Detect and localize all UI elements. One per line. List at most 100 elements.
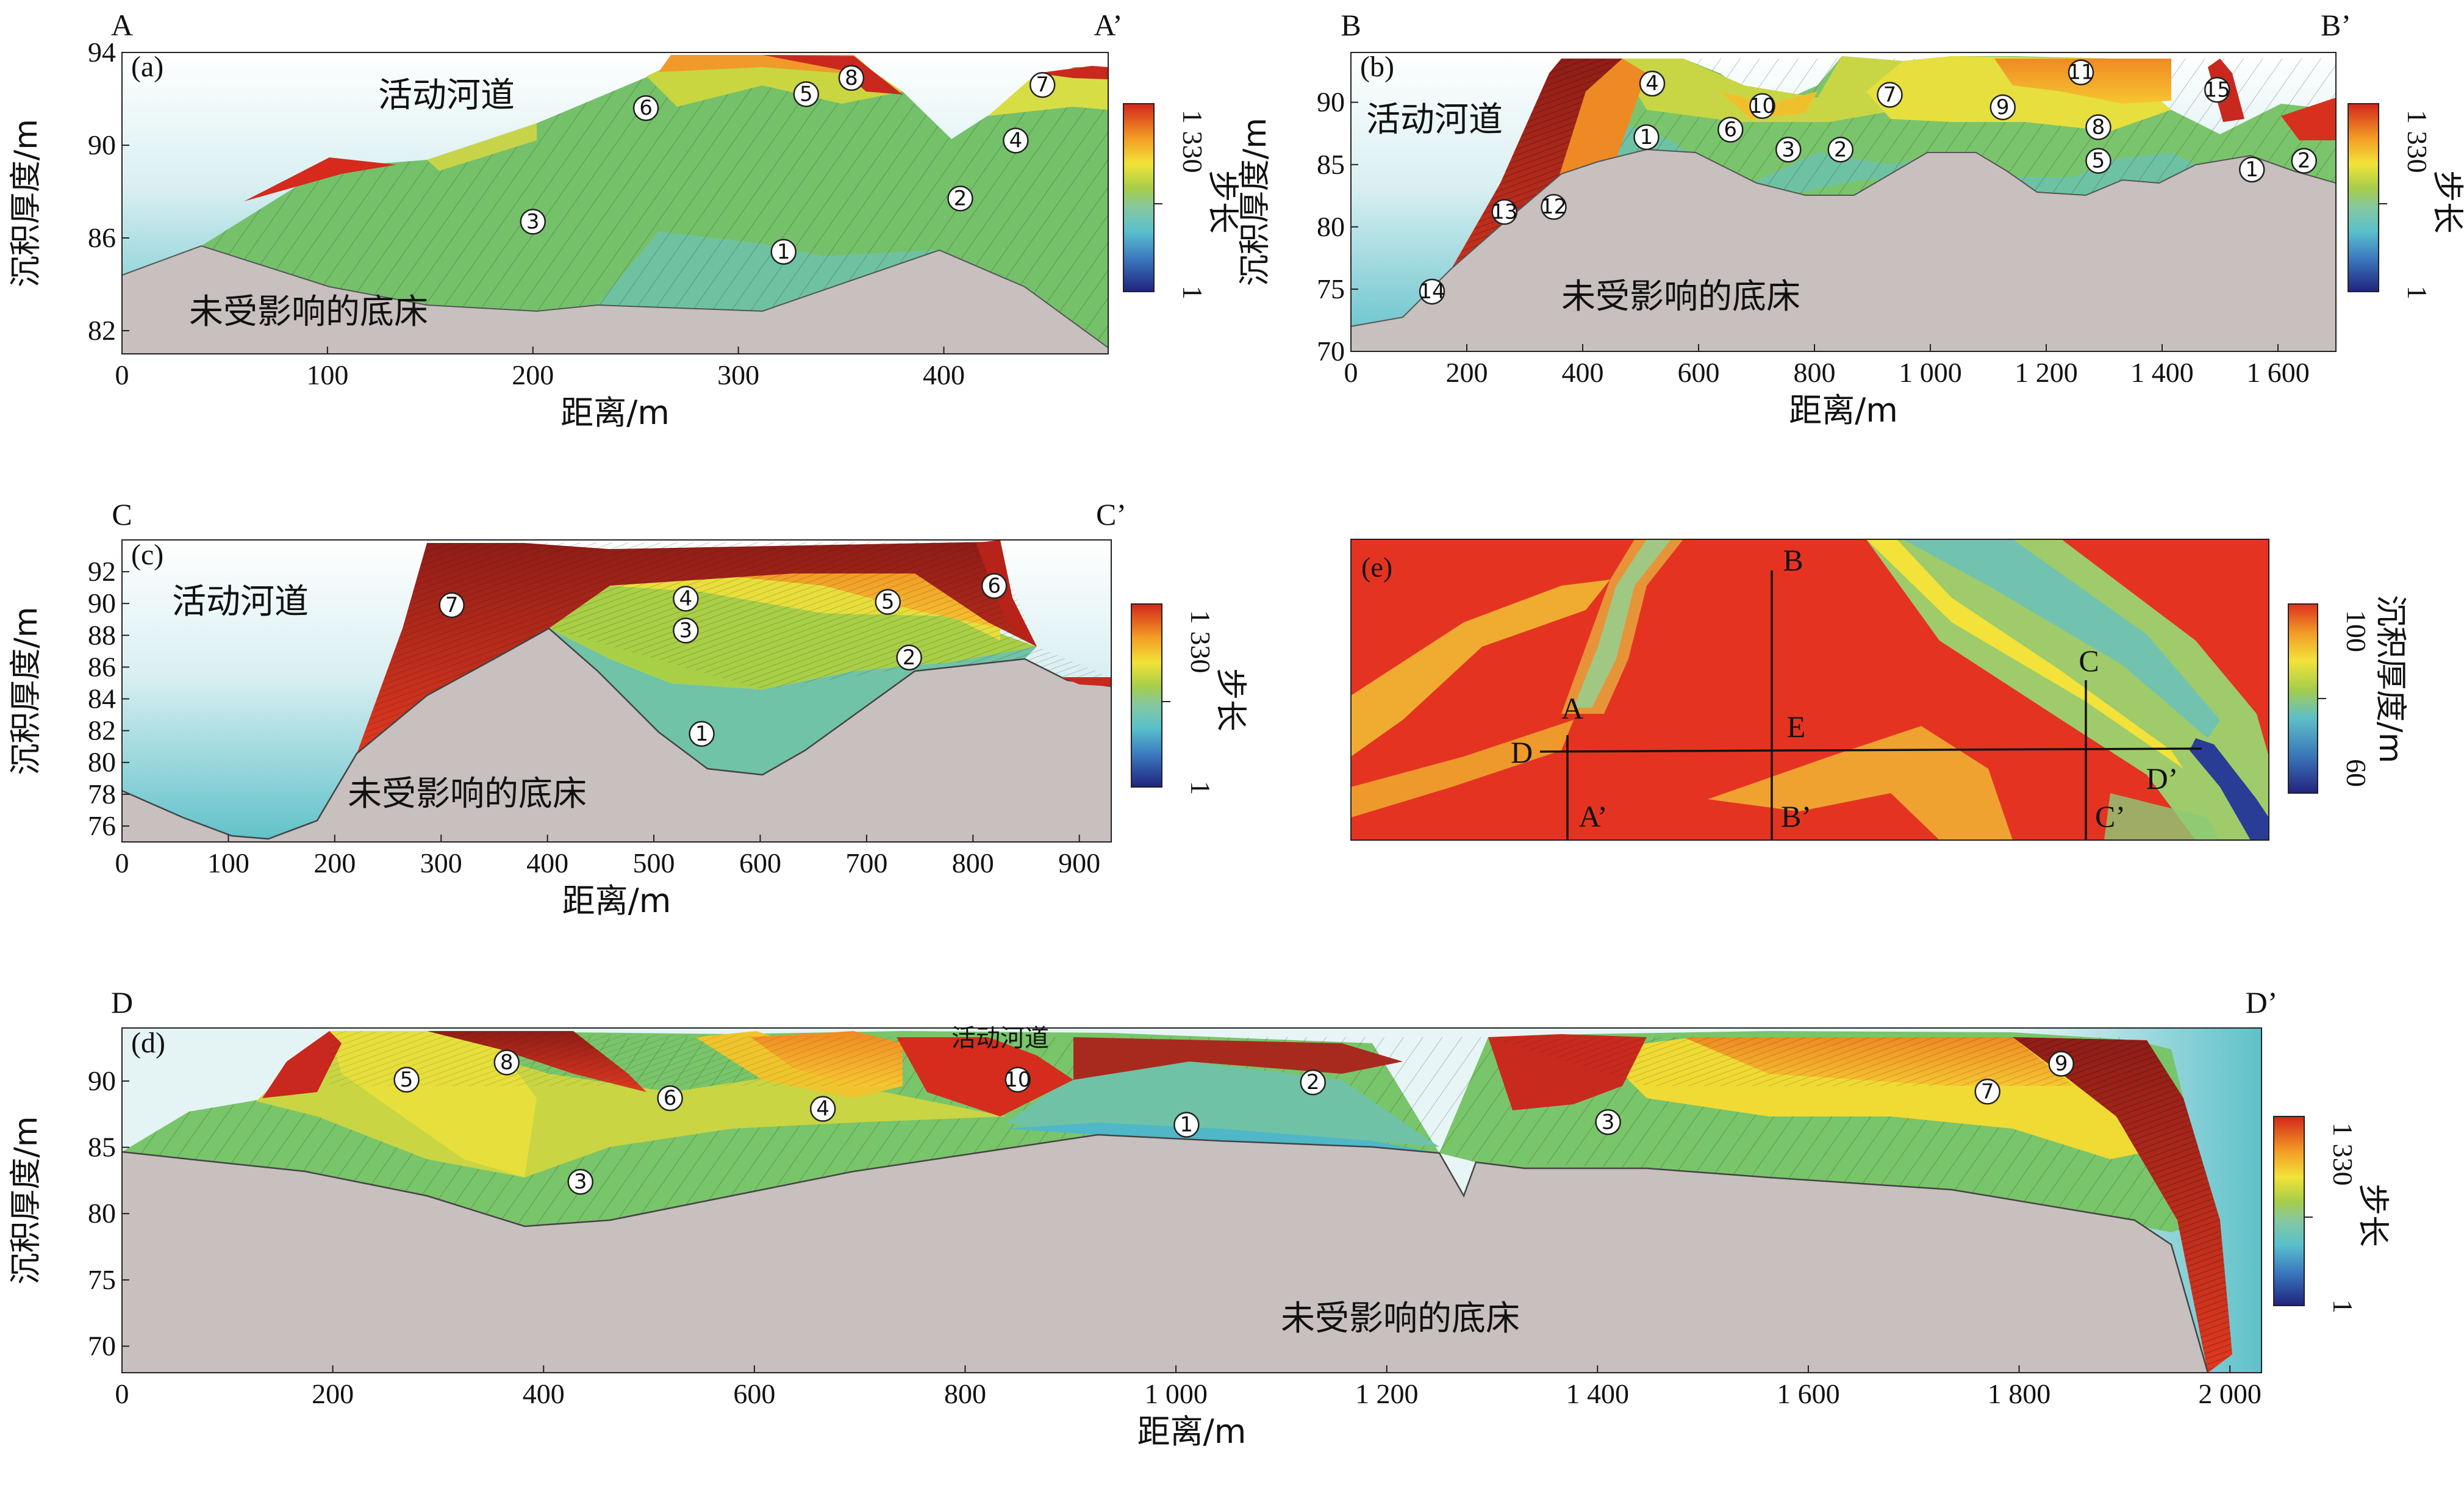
panel-e-channel-core <box>1903 539 2220 738</box>
panel-c-marker: 6 <box>987 574 1001 598</box>
panel-d-frame <box>121 1027 2262 1373</box>
panel-a-red-lens <box>244 157 396 201</box>
panel-b-marker: 12 <box>1541 195 1567 219</box>
panel-d-marker-circle <box>1173 1112 1200 1138</box>
panel-c-marker: 4 <box>679 586 693 611</box>
panel-c-xtick-label: 600 <box>739 847 781 879</box>
panel-c-end-left: C <box>112 497 132 531</box>
panel-c-marker-circle <box>896 644 922 671</box>
panel-c-ytick-label: 92 <box>88 556 116 587</box>
panel-c-marker: 3 <box>679 619 693 643</box>
panel-c-xtick-label: 400 <box>526 847 568 879</box>
panel-c-bed-line <box>121 627 1112 840</box>
panel-b-xtick-label: 200 <box>1446 357 1488 388</box>
panel-b-ytick-label: 85 <box>1317 149 1345 180</box>
panel-c-xtick-label: 300 <box>420 847 462 879</box>
panel-d-xtick-label: 1 200 <box>1355 1378 1419 1409</box>
panel-d-marker-circle <box>393 1066 420 1093</box>
panel-c-marker: 2 <box>903 645 916 670</box>
panel-a-end-left: A <box>111 8 133 42</box>
panel-a-marker-circle <box>793 81 820 107</box>
panel-a-xlabel: 距离/m <box>560 394 670 432</box>
panel-b-marker: 1 <box>1640 125 1653 149</box>
panel-b-xtick-label: 1 600 <box>2246 357 2310 388</box>
panel-d-xtick-label: 200 <box>312 1378 354 1409</box>
panel-d-xtick-label: 1 000 <box>1144 1378 1208 1409</box>
panel-e-frame <box>1350 539 2269 841</box>
panel-b-marker: 5 <box>2092 149 2105 173</box>
panel-b-end-left: B <box>1341 8 1361 42</box>
panel-d <box>121 1027 2262 1373</box>
panel-b-marker: 9 <box>1996 95 2010 120</box>
panel-c-xtick-label: 900 <box>1058 847 1100 879</box>
panel-c-bed <box>122 628 1111 842</box>
panel-b-xtick-label: 400 <box>1562 357 1604 388</box>
panel-e-letter: D’ <box>2146 761 2179 796</box>
panel-b-marker-circle <box>1639 70 1666 97</box>
panel-c-ytick-label: 90 <box>88 588 116 619</box>
panel-b-marker: 4 <box>1646 71 1659 96</box>
panel-e-letter: C’ <box>2095 799 2126 833</box>
panel-c-channel-label: 活动河道 <box>172 582 309 622</box>
panel-d-xtick-label: 0 <box>115 1378 129 1409</box>
panel-b-marker: 13 <box>1491 199 1517 224</box>
panel-d-bed-line <box>121 1134 2209 1373</box>
panel-b-marker-circle <box>1491 199 1517 225</box>
panel-a-end-right: A’ <box>1094 8 1122 42</box>
panel-e-tag: (e) <box>1361 552 1392 583</box>
panel-a-ylabel: 沉积厚度/m <box>8 119 45 287</box>
panel-c-marker: 1 <box>695 722 709 746</box>
panel-c-xtick-label: 100 <box>207 847 249 879</box>
panel-b-marker-circle <box>1877 82 1903 108</box>
panel-b-xtick-label: 1 400 <box>2130 357 2194 388</box>
panel-b-xtick-label: 1 000 <box>1899 357 1962 388</box>
panel-a-xtick-label: 200 <box>512 359 554 390</box>
panel-e-letter: C <box>2079 644 2099 678</box>
panel-a-bed-line <box>121 245 1109 348</box>
panel-a-marker: 4 <box>1009 128 1023 153</box>
panel-e-letter: A <box>1561 691 1583 725</box>
panel-d-marker: 6 <box>664 1086 677 1110</box>
panel-c-ytick-label: 76 <box>88 810 116 841</box>
panel-d-xlabel: 距离/m <box>1137 1412 1247 1451</box>
panel-d-colorbar-label: 步长 <box>2354 1184 2391 1247</box>
panel-c-xtick-label: 0 <box>115 847 129 879</box>
panel-b-xlabel: 距离/m <box>1789 391 1898 430</box>
panel-a-marker-circle <box>1003 128 1029 154</box>
panel-a-channel-label: 活动河道 <box>378 76 515 115</box>
panel-d-colorbar <box>2273 1116 2305 1306</box>
panel-b-marker-circle <box>2085 114 2111 140</box>
panel-a-marker: 1 <box>777 240 790 264</box>
panel-e-colorbar <box>2288 603 2318 794</box>
panel-b-marker-circle <box>2204 77 2230 103</box>
panel-b-ytick-label: 90 <box>1317 87 1345 118</box>
panel-e-channel-upper-left <box>1351 580 1610 757</box>
panel-b-colorbar-top: 1 330 <box>2402 110 2433 173</box>
panel-c-marker: 7 <box>445 593 459 617</box>
panel-a-ytick-label: 90 <box>88 129 116 160</box>
section-line-d <box>1539 747 2202 753</box>
panel-e-channel-lower <box>1708 726 2013 840</box>
panel-b-marker: 1 <box>2245 157 2258 182</box>
panel-c-marker: 5 <box>881 590 895 614</box>
panel-a-xtick-label: 0 <box>115 359 129 390</box>
panel-b-marker: 10 <box>1749 94 1775 118</box>
panel-a-marker: 3 <box>526 209 540 234</box>
panel-d-unit-9-lines <box>2013 1037 2232 1373</box>
panel-b-marker: 2 <box>2297 149 2311 173</box>
panel-d-marker-circle <box>2048 1051 2074 1077</box>
panel-a-bed-label: 未受影响的底床 <box>189 292 428 332</box>
panel-b-marker-circle <box>1541 193 1567 220</box>
panel-a-unit-8-top <box>762 55 903 95</box>
panel-d-marker-circle <box>809 1096 836 1122</box>
panel-a-colorbar-bottom: 1 <box>1177 286 1208 300</box>
panel-d-marker: 1 <box>1180 1113 1194 1137</box>
panel-a-marker-circle <box>770 239 797 265</box>
panel-b-marker: 14 <box>1419 279 1445 304</box>
panel-d-colorbar-top: 1 330 <box>2327 1123 2358 1186</box>
panel-c-colorbar-top: 1 330 <box>1185 610 1216 674</box>
panel-a-marker-circle <box>632 95 659 121</box>
panel-a-marker: 8 <box>845 66 858 90</box>
panel-c-ytick-label: 88 <box>88 619 116 650</box>
